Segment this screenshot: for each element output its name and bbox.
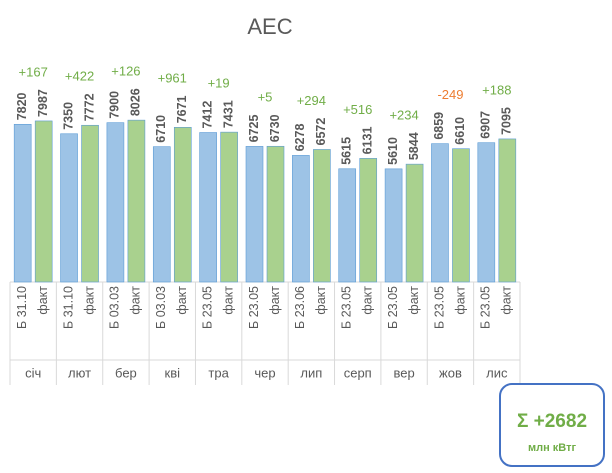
bar [13, 123, 32, 283]
sub-category-label: факт [221, 286, 235, 315]
sub-category-label: факт [314, 286, 328, 315]
value-label: 5615 [340, 137, 354, 165]
difference-label: +19 [208, 76, 230, 91]
bar [34, 120, 53, 283]
sub-category-label: факт [453, 286, 467, 315]
bar [106, 122, 125, 283]
bar [220, 131, 238, 283]
x-tick-label: жов [439, 365, 462, 380]
bar [199, 132, 217, 283]
value-label: 6907 [479, 111, 493, 139]
value-label: 7095 [500, 107, 514, 135]
value-label: 6859 [432, 112, 446, 140]
x-tick-label: вер [393, 365, 414, 380]
sub-category-label: факт [500, 286, 514, 315]
value-label: 6572 [314, 118, 328, 146]
x-tick-label: кві [165, 365, 181, 380]
bar [245, 146, 264, 283]
x-tick-label: чер [254, 365, 275, 380]
difference-label: +516 [343, 102, 372, 117]
value-label: 5844 [407, 132, 421, 160]
sub-category-label: Б 23.05 [247, 286, 261, 329]
value-label: 6131 [361, 127, 375, 155]
value-label: 6710 [154, 115, 168, 143]
value-label: 7820 [15, 92, 29, 120]
bar [498, 138, 517, 283]
bar [405, 163, 424, 283]
sub-category-label: Б 31.10 [15, 286, 29, 329]
value-label: 6725 [247, 115, 261, 143]
x-tick-label: лип [300, 365, 322, 380]
value-label: 6278 [293, 124, 307, 152]
bar [60, 133, 78, 283]
chart-title: АЕС [247, 14, 292, 39]
difference-label: -249 [437, 87, 463, 102]
sub-category-label: факт [129, 286, 143, 315]
sub-category-label: Б 23.05 [200, 286, 214, 329]
sub-category-label: Б 23.06 [293, 286, 307, 329]
bar [384, 168, 403, 283]
sub-category-label: Б 23.05 [479, 286, 493, 329]
bar [266, 145, 285, 283]
total-box [499, 383, 605, 467]
sub-category-label: Б 23.05 [432, 286, 446, 329]
bar [292, 155, 310, 283]
x-tick-label: лют [68, 365, 91, 380]
bar [477, 142, 496, 283]
difference-label: +167 [19, 64, 48, 79]
sub-category-label: Б 03.03 [154, 286, 168, 329]
x-tick-label: тра [208, 365, 229, 380]
value-label: 8026 [129, 88, 143, 116]
value-label: 7987 [36, 89, 50, 117]
difference-label: +294 [297, 93, 326, 108]
value-label: 5610 [386, 137, 400, 165]
bar [359, 158, 378, 283]
x-tick-label: бер [115, 365, 137, 380]
difference-label: +188 [482, 82, 511, 97]
bar [152, 146, 171, 283]
bar [313, 149, 331, 283]
bar [127, 119, 146, 283]
value-label: 7900 [108, 91, 122, 119]
value-label: 6730 [268, 114, 282, 142]
sub-category-label: факт [175, 286, 189, 315]
difference-label: +126 [111, 64, 140, 79]
sub-category-label: факт [407, 286, 421, 315]
value-label: 7350 [61, 102, 75, 130]
value-label: 7772 [82, 93, 96, 121]
sub-category-label: Б 23.05 [386, 286, 400, 329]
total-label: Σ +2682 [517, 411, 587, 432]
value-label: 6610 [453, 117, 467, 145]
bar [338, 168, 357, 283]
bar [431, 143, 449, 283]
value-label: 7431 [221, 100, 235, 128]
value-label: 7412 [200, 101, 214, 129]
difference-label: +234 [389, 108, 418, 123]
difference-label: +5 [258, 90, 273, 105]
bar [173, 127, 192, 283]
sub-category-label: факт [36, 286, 50, 315]
x-tick-label: січ [25, 365, 41, 380]
total-unit: млн кВтг [528, 442, 577, 454]
sub-category-label: факт [361, 286, 375, 315]
difference-label: +961 [158, 71, 187, 86]
difference-label: +422 [65, 69, 94, 84]
bar [452, 148, 470, 283]
x-tick-label: серп [344, 365, 372, 380]
x-tick-label: лис [486, 365, 508, 380]
sub-category-label: Б 31.10 [61, 286, 75, 329]
sub-category-label: факт [82, 286, 96, 315]
sub-category-label: Б 03.03 [108, 286, 122, 329]
value-label: 7671 [175, 95, 189, 123]
bar [81, 124, 99, 283]
sub-category-label: факт [268, 286, 282, 315]
sub-category-label: Б 23.05 [340, 286, 354, 329]
